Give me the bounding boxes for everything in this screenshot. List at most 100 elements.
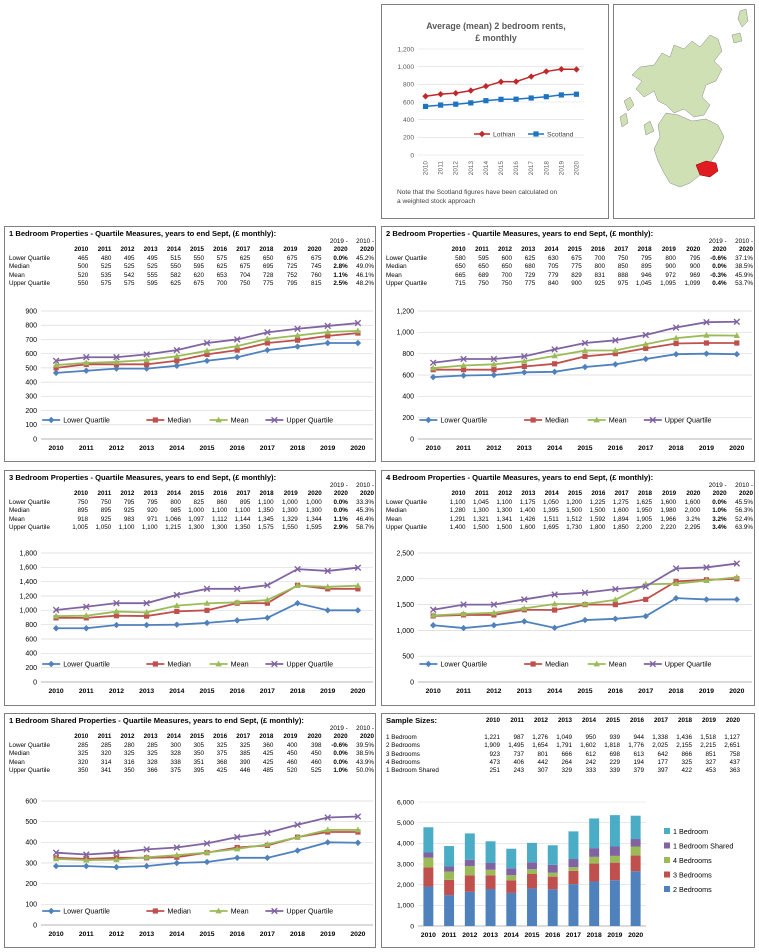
bar-segment-2-bedrooms <box>630 871 641 926</box>
row-value: 925 <box>100 515 112 523</box>
row-value: 750 <box>77 498 89 506</box>
map-panel <box>613 4 755 219</box>
row-value: 395 <box>193 767 204 774</box>
x-tick-label: 2018 <box>290 688 305 695</box>
header-year: 2016 <box>591 490 606 498</box>
marker-cross <box>233 833 241 841</box>
bar-segment-1-bedroom <box>527 842 537 863</box>
marker-diamond <box>733 596 741 603</box>
row-value: 775 <box>571 263 582 271</box>
table-row: Upper Quartile 1,005 1,050 1,100 1,100 1,215 1… <box>8 524 375 532</box>
bar-segment-1-bedroom-shared <box>609 846 620 856</box>
legend-label: 3 Bedrooms <box>673 870 712 879</box>
row-value: 704 <box>239 271 251 279</box>
y-tick-label: 1,200 <box>19 593 37 600</box>
row-value: 285 <box>77 741 89 749</box>
row-value: 1,099 <box>684 280 701 287</box>
marker-cross <box>520 596 528 603</box>
marker-cross <box>642 331 650 339</box>
bar-segment-1-bedroom <box>630 815 641 840</box>
marker-diamond <box>113 621 120 629</box>
marker-cross <box>271 660 278 668</box>
y-tick-label: 5,000 <box>397 820 414 827</box>
legend-swatch <box>664 857 670 863</box>
marker-diamond <box>113 863 120 871</box>
row-value: 325 <box>77 750 89 758</box>
row-change-1yr: 2.9% <box>333 524 348 531</box>
row-value: 368 <box>216 758 228 766</box>
y-tick-label: 6,000 <box>397 799 414 806</box>
row-change-1yr: 0.0% <box>333 498 348 506</box>
sample-year: 2011 <box>510 717 524 725</box>
row-value: 520 <box>286 767 298 774</box>
sample-row-value: 613 <box>633 750 644 758</box>
row-value: 1,291 <box>449 515 466 523</box>
marker-cross <box>203 339 211 347</box>
panel-1bed-table: 2019 - 2010 - 2010 2011 2012 2013 2014 2015 2016… <box>8 238 375 288</box>
row-value: 465 <box>77 254 89 262</box>
marker-triangle <box>593 416 600 423</box>
row-value: 328 <box>147 758 158 766</box>
header-change-2-bottom: 2020 <box>738 246 753 254</box>
legend-label-lq: Lower Quartile <box>63 416 110 425</box>
row-value: 1,300 <box>188 524 205 531</box>
x-tick-label: 2015 <box>199 445 214 452</box>
header-change-2-top: 2010 - <box>735 238 753 246</box>
x-tick-label: 2012 <box>486 445 501 452</box>
row-label: Upper Quartile <box>9 524 50 531</box>
row-value: 575 <box>124 280 135 287</box>
marker-triangle <box>642 340 649 347</box>
marker-square <box>294 337 301 343</box>
row-value: 385 <box>239 750 251 758</box>
y-tick-label: 0 <box>410 152 414 159</box>
x-tick-label: 2020 <box>729 688 744 695</box>
marker-diamond <box>521 618 528 625</box>
row-value: 650 <box>501 263 513 271</box>
row-value: 1,095 <box>660 280 676 287</box>
x-tick-label: 2017 <box>566 932 581 939</box>
row-value: 695 <box>262 263 274 271</box>
marker-cross <box>113 599 120 607</box>
row-change-10yr: 38.5% <box>356 750 374 758</box>
row-value: 595 <box>478 254 489 262</box>
row-value: 1,500 <box>496 524 513 531</box>
header-year: 2018 <box>259 246 274 254</box>
map-islands-shape <box>619 8 749 136</box>
row-value: 1,625 <box>636 498 652 506</box>
legend-label-scotland: Scotland <box>547 131 574 138</box>
row-label: Mean <box>9 271 25 279</box>
bar-segment-3-bedrooms <box>589 863 600 882</box>
y-tick-label: 600 <box>25 636 37 643</box>
x-tick-label: 2020 <box>350 688 365 695</box>
x-tick-label: 2012 <box>486 688 501 695</box>
marker-cross <box>294 325 301 333</box>
marker-cross <box>113 353 120 361</box>
x-tick-label: 2016 <box>230 445 245 452</box>
row-label: Mean <box>386 271 402 279</box>
row-value: 800 <box>594 263 605 271</box>
sample-header: 2010 2011 2012 2013 2014 2015 2016 2017 2018 2019… <box>385 717 741 725</box>
row-value: 972 <box>665 271 676 279</box>
row-value: 1,000 <box>281 498 298 506</box>
sample-row-value: 1,518 <box>700 733 716 741</box>
row-value: 1,950 <box>636 507 652 515</box>
marker-cross <box>733 318 741 326</box>
y-tick-label: 600 <box>25 351 37 358</box>
row-value: 1,600 <box>684 498 701 506</box>
bar-segment-4-bedrooms <box>485 869 496 876</box>
row-value: 338 <box>170 758 181 766</box>
row-value: 595 <box>147 280 158 287</box>
row-value: 450 <box>286 750 298 758</box>
marker-triangle <box>173 851 181 858</box>
marker-square <box>513 96 519 102</box>
row-value: 815 <box>310 280 322 287</box>
row-value: 985 <box>170 507 181 515</box>
marker-triangle <box>203 849 211 855</box>
row-value: 800 <box>170 498 181 506</box>
header-change-2-bottom: 2020 <box>359 733 374 741</box>
x-tick-label: 2014 <box>504 932 519 939</box>
marker-triangle <box>264 841 271 847</box>
header-change-2-top: 2010 - <box>356 725 374 733</box>
marker-diamond <box>354 339 362 347</box>
x-tick-label: 2013 <box>517 688 532 695</box>
